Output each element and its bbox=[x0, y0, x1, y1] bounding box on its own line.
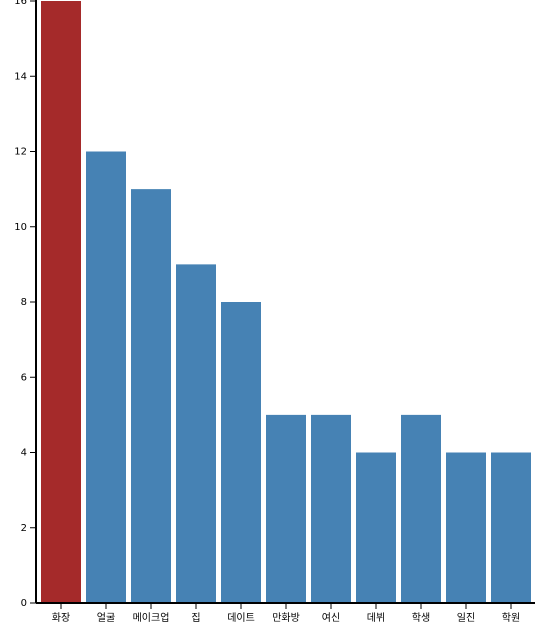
bar bbox=[41, 1, 81, 603]
bar bbox=[221, 302, 261, 603]
x-tick-label: 여신 bbox=[322, 612, 340, 624]
x-tick-label: 얼굴 bbox=[97, 612, 115, 624]
x-tick-label: 메이크업 bbox=[133, 611, 170, 624]
y-tick-label: 10 bbox=[14, 222, 27, 233]
bar bbox=[266, 414, 306, 603]
bar bbox=[86, 151, 126, 603]
bar bbox=[356, 452, 396, 603]
y-tick-label: 0 bbox=[21, 598, 27, 609]
x-tick-label: 집 bbox=[191, 612, 200, 624]
x-tick-label: 데뷔 bbox=[367, 612, 385, 624]
y-tick-label: 2 bbox=[21, 523, 27, 534]
bar bbox=[401, 414, 441, 603]
bar bbox=[131, 189, 171, 603]
x-tick-label: 화장 bbox=[52, 612, 70, 624]
bar bbox=[491, 452, 531, 603]
y-tick-label: 16 bbox=[14, 0, 27, 7]
bar bbox=[446, 452, 486, 603]
bar bbox=[176, 264, 216, 603]
x-tick-label: 일진 bbox=[457, 612, 475, 624]
y-tick-label: 12 bbox=[14, 147, 27, 158]
x-tick-label: 학원 bbox=[502, 612, 520, 624]
x-tick-label: 데이트 bbox=[227, 612, 255, 624]
y-tick-label: 6 bbox=[21, 372, 27, 383]
bar bbox=[311, 414, 351, 603]
x-tick-label: 학생 bbox=[412, 612, 430, 624]
y-tick-label: 8 bbox=[21, 297, 27, 308]
y-tick-label: 4 bbox=[21, 448, 27, 459]
y-tick-label: 14 bbox=[14, 71, 27, 82]
x-tick-label: 만화방 bbox=[272, 612, 300, 624]
